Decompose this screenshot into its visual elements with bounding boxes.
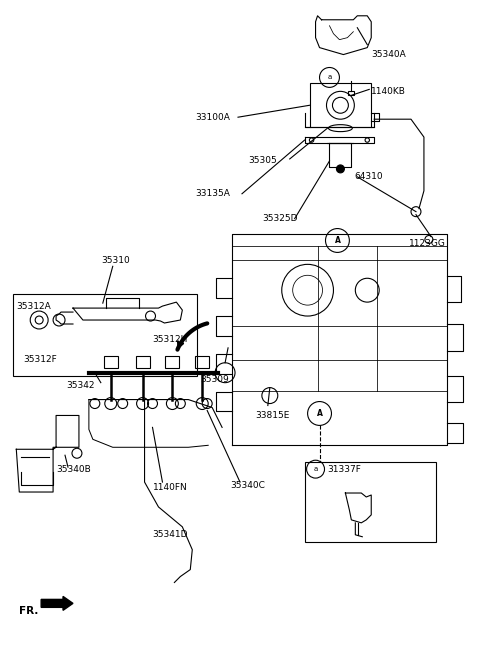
Text: 35340A: 35340A [371,50,406,59]
Text: 35325D: 35325D [262,214,298,223]
Polygon shape [41,596,73,610]
Bar [310,84,371,127]
Text: 35341D: 35341D [153,530,188,539]
Bar [13,294,197,376]
Text: 35340B: 35340B [56,465,91,474]
Circle shape [336,165,344,173]
Text: 1140FN: 1140FN [153,483,187,492]
Bar [305,462,436,542]
Text: a: a [327,75,332,80]
Text: A: A [317,409,323,418]
Text: 33815E: 33815E [255,411,289,420]
Bar [195,356,209,368]
Text: A: A [335,236,340,245]
Text: a: a [313,466,318,472]
Text: 33135A: 33135A [195,189,230,198]
Bar [136,356,150,368]
Text: 35310: 35310 [101,256,130,265]
Text: 64310: 64310 [354,172,383,181]
Text: 35312H: 35312H [153,336,188,344]
Text: 35312F: 35312F [23,355,57,364]
Text: 35340C: 35340C [230,481,265,489]
Bar [104,356,118,368]
Text: 35312A: 35312A [16,301,51,310]
Bar [166,356,180,368]
Text: 1140KB: 1140KB [371,87,406,96]
Text: FR.: FR. [19,607,39,616]
Text: 35342: 35342 [66,381,95,390]
Text: 35309: 35309 [200,375,229,384]
Text: 1123GG: 1123GG [409,239,446,248]
Bar [348,91,354,95]
Text: 33100A: 33100A [195,113,230,122]
Text: 31337F: 31337F [327,465,361,474]
Text: 35305: 35305 [248,156,276,165]
